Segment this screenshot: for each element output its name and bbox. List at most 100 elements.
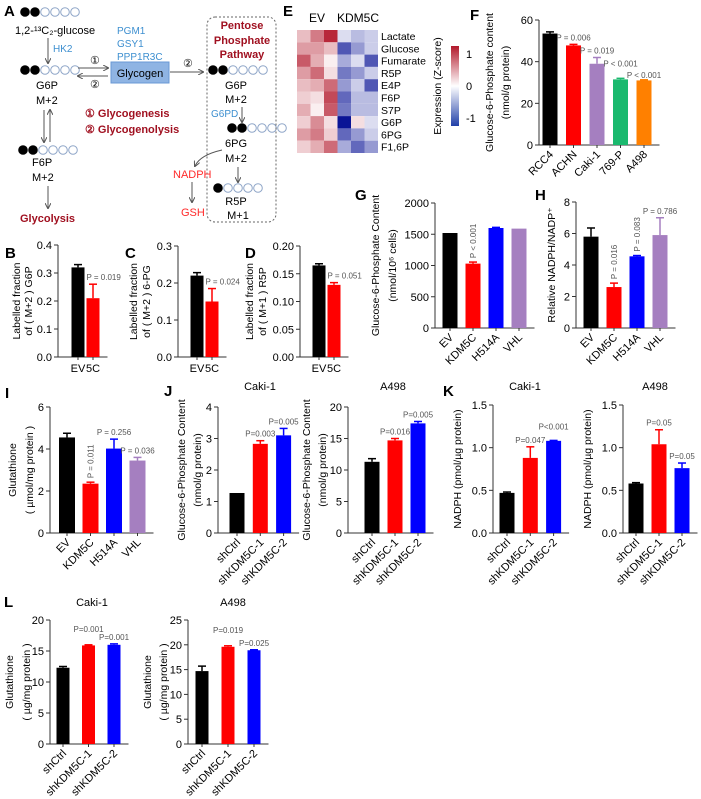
y-tick-label: 60: [521, 15, 533, 27]
panel-label: I: [5, 385, 9, 402]
gsh-label: GSH: [181, 207, 205, 219]
y-axis-label: Glutathione: [7, 443, 19, 497]
unlabeled-carbon-icon: [38, 145, 48, 155]
heatmap-cell: [364, 128, 378, 141]
heatmap-cell: [364, 30, 378, 43]
y-tick-label: 0: [176, 739, 182, 751]
bar-chart-G-5: G 0 500 1000 1500 2000 Glucose-6-Phosphate Con…: [355, 187, 535, 367]
y-axis-label: Relative NADPH/NADP⁺: [546, 207, 558, 323]
y-axis-label: Labelled fraction: [128, 263, 140, 340]
y-axis-label: ( µg/mg protein ): [158, 643, 170, 720]
heatmap-cell: [351, 30, 365, 43]
bar-shKDM5C-1: [252, 443, 268, 533]
heatmap-cell: [297, 30, 311, 43]
y-tick-label: 20: [32, 615, 44, 627]
p-value-label: P < 0.001: [469, 223, 478, 258]
glycolysis-label: Glycolysis: [20, 213, 75, 225]
bar-shKDM5C-2: [276, 435, 292, 533]
p-value-label: P=0.016: [380, 428, 411, 437]
bar-Caki-1: [589, 63, 605, 145]
heatmap-cell: [364, 140, 378, 153]
step-1-marker: ①: [90, 55, 100, 67]
panel-label: H: [535, 187, 546, 204]
y-tick-label: 1.0: [602, 443, 617, 455]
p-value-label: P = 0.083: [633, 217, 642, 252]
p-value-label: P = 0.051: [328, 272, 363, 281]
y-tick-label: 5: [176, 714, 182, 726]
labeled-carbon-icon: [208, 65, 218, 75]
y-axis-label: of ( M+2 ) 6-PG: [141, 265, 153, 338]
y-tick-label: 2: [38, 486, 44, 498]
y-axis-label: Glutathione: [4, 655, 16, 709]
labeled-carbon-icon: [237, 123, 247, 133]
p-value-label: P=0.05: [669, 452, 695, 461]
heatmap-row-label: G6P: [381, 117, 402, 129]
colorbar-label: Expression (Z-score): [432, 37, 444, 134]
y-axis-label: Glucose-6-Phosphate content: [484, 13, 496, 152]
heatmap-cell: [297, 103, 311, 117]
panel-label: B: [5, 245, 16, 262]
enzyme-gsy1: GSY1: [117, 39, 144, 50]
y-axis-label: Glucose-6-Phosphate Content: [301, 399, 313, 540]
x-tick-label: 5C: [205, 363, 219, 375]
y-axis-label: ( µmol/mg protein ): [24, 426, 36, 514]
chart-title: A498: [380, 381, 406, 393]
unlabeled-carbon-icon: [40, 65, 50, 75]
g6p-mass: M+2: [36, 95, 58, 107]
heatmap-cell: [310, 128, 324, 141]
x-tick-label: VHL: [642, 332, 666, 356]
bar-shCtrl: [364, 461, 380, 533]
y-tick-label: 5: [336, 497, 342, 509]
y-axis-label: (nmol/g protein): [192, 433, 204, 507]
heatmap-e: E EV KDM5CLactateGlucoseFumarateR5PE4PF6PS…: [283, 3, 476, 154]
y-tick-label: 8: [564, 197, 570, 209]
chart-title: A498: [642, 381, 668, 393]
heatmap-cell: [297, 116, 311, 129]
heatmap-cell: [351, 140, 365, 153]
y-tick-label: 0.5: [602, 485, 617, 497]
heatmap-cell: [337, 54, 351, 67]
step-2-ppp-marker: ②: [183, 58, 193, 70]
bar-shKDM5C-2: [410, 423, 426, 533]
heatmap-cell: [324, 66, 338, 80]
colorbar: [451, 46, 459, 126]
unlabeled-carbon-icon: [50, 65, 60, 75]
labeled-carbon-icon: [213, 183, 223, 193]
x-tick-label: Caki-1: [572, 149, 603, 180]
y-axis-label: of ( M+1 ) R5P: [257, 267, 269, 336]
bar-EV: [59, 437, 75, 533]
x-tick-label: 769-P: [597, 149, 626, 178]
bar-chart-C-2: C 0.0 0.1 0.2 0.3 Labelled fraction of ( M+2 )…: [125, 241, 240, 375]
heatmap-row-label: F6P: [381, 93, 400, 105]
bar-shCtrl: [195, 671, 209, 744]
unlabeled-carbon-icon: [233, 183, 243, 193]
y-tick-label: 1: [206, 497, 212, 509]
heatmap-cell: [297, 66, 311, 80]
bar-H514A: [106, 448, 122, 533]
bar-shKDM5C-2: [674, 468, 690, 533]
heatmap-cell: [324, 116, 338, 129]
p-value-label: P < 0.001: [627, 71, 662, 80]
bar-chart-B-1: B 0.0 0.1 0.2 0.3 0.4 Labelled fraction of ( M+…: [5, 240, 121, 375]
heatmap-cell: [351, 42, 365, 55]
colorbar-tick-label: 0: [466, 81, 472, 93]
glycogen-label: Glycogen: [117, 68, 163, 80]
bar-chart-K-10: K Caki-1 0.0 0.5 1.0 1.5 NADPH (pmol/µg protei…: [443, 381, 569, 587]
y-axis-label: Labelled fraction: [11, 262, 23, 339]
heatmap-cell: [310, 140, 324, 153]
x-tick-label: EV: [312, 363, 327, 375]
ppp-g6p-label: G6P: [225, 80, 247, 92]
y-tick-label: 0.1: [157, 315, 172, 327]
x-tick-label: 5C: [327, 363, 341, 375]
p-value-label: P=0.025: [239, 639, 270, 648]
heatmap-cell: [364, 42, 378, 55]
heatmap-cell: [324, 30, 338, 43]
y-tick-label: 15: [330, 434, 342, 446]
heatmap-row-label: Glucose: [381, 43, 420, 55]
y-tick-label: 0.10: [273, 297, 294, 309]
bar-EV: [190, 275, 204, 357]
heatmap-cell: [337, 30, 351, 43]
bar-shKDM5C-1: [387, 440, 403, 533]
heatmap-cell: [364, 79, 378, 92]
heatmap-cell: [351, 128, 365, 141]
